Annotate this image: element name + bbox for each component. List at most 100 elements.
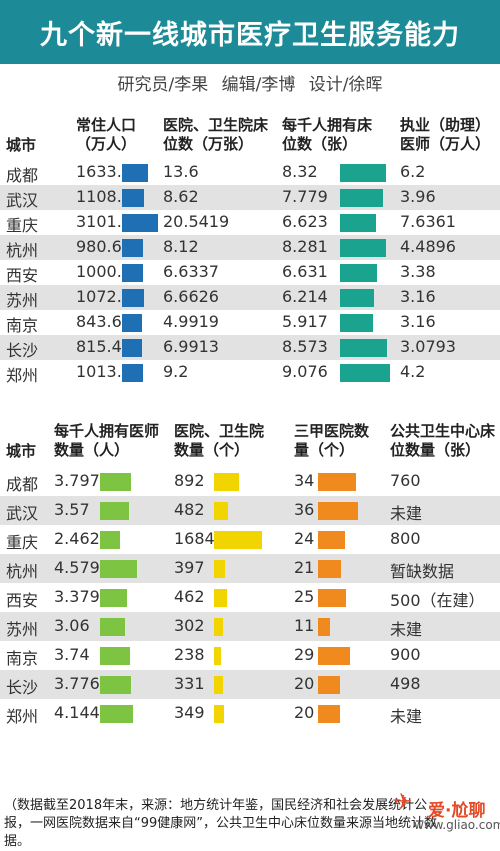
beds-value: 8.12 xyxy=(163,237,199,256)
doctors-value: 6.2 xyxy=(400,162,426,181)
phc-beds-value: 未建 xyxy=(390,504,423,523)
doctors-value: 7.6361 xyxy=(400,212,456,231)
beds-per-k-value: 8.573 xyxy=(282,337,328,356)
table2-header-doc-per-k: 每千人拥有医师数量（人） xyxy=(54,422,160,459)
doctors-per-k-value: 3.74 xyxy=(54,645,90,664)
title-banner: 九个新一线城市医疗卫生服务能力 xyxy=(0,0,500,64)
table2-header-hospitals: 医院、卫生院数量（个） xyxy=(174,422,265,459)
credit-editor: 编辑/李博 xyxy=(221,75,296,95)
city-name: 重庆 xyxy=(6,216,39,235)
population-bar xyxy=(122,239,143,257)
hospitals-bar xyxy=(214,647,221,665)
table-row: 西安 3.379 462 25 500（在建） xyxy=(0,583,500,612)
table-row: 重庆 2.462 1684 24 800 xyxy=(0,525,500,554)
grade3a-bar xyxy=(318,676,340,694)
beds-per-k-value: 9.076 xyxy=(282,362,328,381)
table2-header-grade3a: 三甲医院数量（个） xyxy=(294,422,370,459)
table-row: 郑州 1013.6 9.2 9.076 4.2 xyxy=(0,360,500,385)
doctors-per-k-bar xyxy=(100,589,127,607)
beds-per-k-bar xyxy=(340,314,373,332)
table-row: 南京 3.74 238 29 900 xyxy=(0,641,500,670)
table1-header-pop: 常住人口（万人） xyxy=(76,116,137,153)
table-row: 苏州 1072.17 6.6626 6.214 3.16 xyxy=(0,285,500,310)
beds-per-k-value: 7.779 xyxy=(282,187,328,206)
table2-header-city: 城市 xyxy=(6,442,37,460)
grade3a-bar xyxy=(318,589,346,607)
grade3a-bar xyxy=(318,502,358,520)
table1-header-beds: 医院、卫生院床位数（万张） xyxy=(163,116,269,153)
grade3a-value: 11 xyxy=(294,616,315,635)
beds-per-k-value: 8.32 xyxy=(282,162,318,181)
page-title: 九个新一线城市医疗卫生服务能力 xyxy=(40,20,460,51)
credit-researcher: 研究员/李果 xyxy=(117,75,209,95)
doctors-per-k-value: 4.144 xyxy=(54,703,100,722)
population-bar xyxy=(122,289,144,307)
city-name: 苏州 xyxy=(6,620,39,639)
population-value: 843.62 xyxy=(76,312,132,331)
logo-icon: ✈ xyxy=(394,790,413,815)
table1-header-city: 城市 xyxy=(6,136,37,154)
grade3a-value: 36 xyxy=(294,500,315,519)
grade3a-value: 34 xyxy=(294,471,315,490)
doctors-per-k-value: 3.57 xyxy=(54,500,90,519)
credit-design: 设计/徐晖 xyxy=(308,75,383,95)
phc-beds-value: 498 xyxy=(390,674,421,693)
beds-per-k-value: 6.214 xyxy=(282,287,328,306)
grade3a-bar xyxy=(318,531,345,549)
city-name: 郑州 xyxy=(6,366,39,385)
city-name: 武汉 xyxy=(6,191,39,210)
table-row: 西安 1000.37 6.6337 6.631 3.38 xyxy=(0,260,500,285)
hospitals-value: 331 xyxy=(174,674,205,693)
population-value: 980.6 xyxy=(76,237,122,256)
footnote: （数据截至2018年末，来源：地方统计年鉴，国民经济和社会发展统计公报，一网医院… xyxy=(4,798,438,849)
city-name: 重庆 xyxy=(6,533,39,552)
doctors-per-k-bar xyxy=(100,618,125,636)
doctors-per-k-value: 3.06 xyxy=(54,616,90,635)
table-row: 武汉 3.57 482 36 未建 xyxy=(0,496,500,525)
grade3a-value: 21 xyxy=(294,558,315,577)
city-name: 长沙 xyxy=(6,341,39,360)
doctors-per-k-bar xyxy=(100,705,133,723)
hospitals-value: 892 xyxy=(174,471,205,490)
population-value: 815.47 xyxy=(76,337,132,356)
beds-value: 13.6 xyxy=(163,162,199,181)
doctors-per-k-value: 3.379 xyxy=(54,587,100,606)
beds-value: 6.9913 xyxy=(163,337,219,356)
phc-beds-value: 800 xyxy=(390,529,421,548)
table-row: 杭州 980.6 8.12 8.281 4.4896 xyxy=(0,235,500,260)
hospitals-value: 397 xyxy=(174,558,205,577)
city-name: 西安 xyxy=(6,266,39,285)
doctors-value: 3.38 xyxy=(400,262,436,281)
grade3a-value: 25 xyxy=(294,587,315,606)
doctors-value: 3.96 xyxy=(400,187,436,206)
table2-header-phc-beds: 公共卫生中心床位数量（张） xyxy=(390,422,496,459)
doctors-per-k-bar xyxy=(100,647,130,665)
hospitals-value: 1684 xyxy=(174,529,215,548)
phc-beds-value: 未建 xyxy=(390,620,423,639)
table-row: 重庆 3101.79 20.5419 6.623 7.6361 xyxy=(0,210,500,235)
table-row: 长沙 815.47 6.9913 8.573 3.0793 xyxy=(0,335,500,360)
beds-per-k-value: 6.623 xyxy=(282,212,328,231)
city-name: 南京 xyxy=(6,649,39,668)
population-bar xyxy=(122,214,158,232)
beds-per-k-bar xyxy=(340,189,383,207)
table1-header: 城市 常住人口（万人） 医院、卫生院床位数（万张） 每千人拥有床位数（张） 执业… xyxy=(0,112,500,164)
beds-per-k-bar xyxy=(340,364,390,382)
phc-beds-value: 900 xyxy=(390,645,421,664)
city-name: 南京 xyxy=(6,316,39,335)
city-name: 杭州 xyxy=(6,241,39,260)
doctors-per-k-bar xyxy=(100,560,137,578)
city-name: 成都 xyxy=(6,166,39,185)
city-name: 杭州 xyxy=(6,562,39,581)
table-row: 郑州 4.144 349 20 未建 xyxy=(0,699,500,728)
doctors-per-k-value: 3.797 xyxy=(54,471,100,490)
doctors-per-k-value: 3.776 xyxy=(54,674,100,693)
hospitals-value: 349 xyxy=(174,703,205,722)
table1-header-doctors: 执业（助理）医师（万人） xyxy=(400,116,491,153)
table-row: 武汉 1108.1 8.62 7.779 3.96 xyxy=(0,185,500,210)
phc-beds-value: 暂缺数据 xyxy=(390,562,455,581)
city-name: 郑州 xyxy=(6,707,39,726)
beds-value: 20.5419 xyxy=(163,212,230,231)
population-value: 1108.1 xyxy=(76,187,132,206)
table1-header-beds-per-k: 每千人拥有床位数（张） xyxy=(282,116,373,153)
